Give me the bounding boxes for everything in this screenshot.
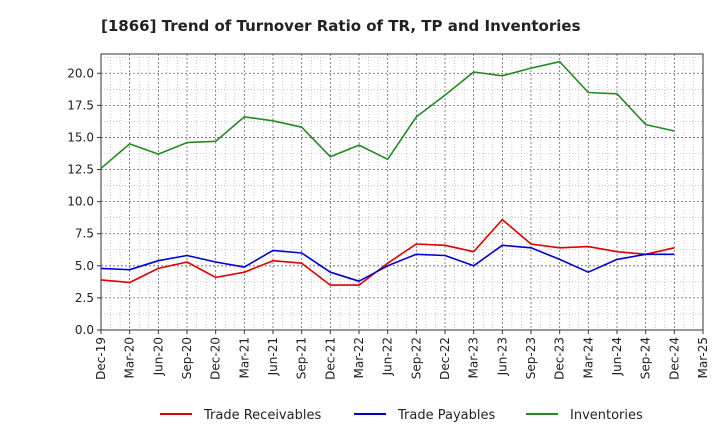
x-tick-label: Dec-23 [553,337,567,380]
legend-label: Trade Receivables [203,408,321,423]
x-tick-label: Jun-24 [610,337,624,376]
x-tick-label: Mar-22 [352,337,366,378]
plot-area [100,53,704,331]
x-tick-label: Jun-20 [151,337,165,376]
y-tick-label: 7.5 [75,227,94,241]
x-tick-label: Mar-21 [237,337,251,378]
chart-title: [1866] Trend of Turnover Ratio of TR, TP… [101,17,581,35]
series-line [100,60,675,169]
y-tick-label: 15.0 [67,130,94,144]
x-tick-label: Sep-21 [295,337,309,379]
y-tick-label: 17.5 [67,98,94,112]
x-axis: Dec-19 Mar-20 Jun-20 Sep-20 Dec-20 Mar-21 Jun-… [94,330,710,380]
x-tick-label: Dec-19 [94,337,108,380]
x-tick-label: Sep-24 [639,337,653,379]
x-tick-label: Jun-21 [266,337,280,376]
x-tick-label: Sep-20 [180,337,194,379]
legend-label: Trade Payables [397,408,495,423]
x-tick-label: Mar-25 [696,337,710,378]
legend: Trade Receivables Trade Payables Inventori… [160,408,643,423]
series-lines [100,60,675,286]
y-tick-label: 2.5 [75,291,94,305]
x-tick-label: Jun-23 [495,337,509,376]
series-line [100,244,675,283]
y-tick-label: 0.0 [75,323,94,337]
x-tick-label: Dec-21 [323,337,337,380]
x-tick-label: Mar-23 [467,337,481,378]
y-tick-label: 20.0 [67,66,94,80]
x-tick-label: Sep-23 [524,337,538,379]
y-tick-label: 10.0 [67,195,94,209]
x-tick-label: Dec-20 [209,337,223,380]
x-tick-label: Dec-24 [667,337,681,380]
y-tick-label: 12.5 [67,163,94,177]
series-line [100,218,675,286]
grid [100,54,704,331]
x-tick-label: Jun-22 [381,337,395,376]
x-tick-label: Sep-22 [409,337,423,379]
x-tick-label: Dec-22 [438,337,452,380]
x-tick-label: Mar-20 [123,337,137,378]
y-tick-label: 5.0 [75,259,94,273]
y-axis: 0.0 2.5 5.0 7.5 10.0 12.5 15.0 17.5 20.0 [67,66,101,337]
x-tick-label: Mar-24 [581,337,595,378]
legend-label: Inventories [570,408,643,423]
